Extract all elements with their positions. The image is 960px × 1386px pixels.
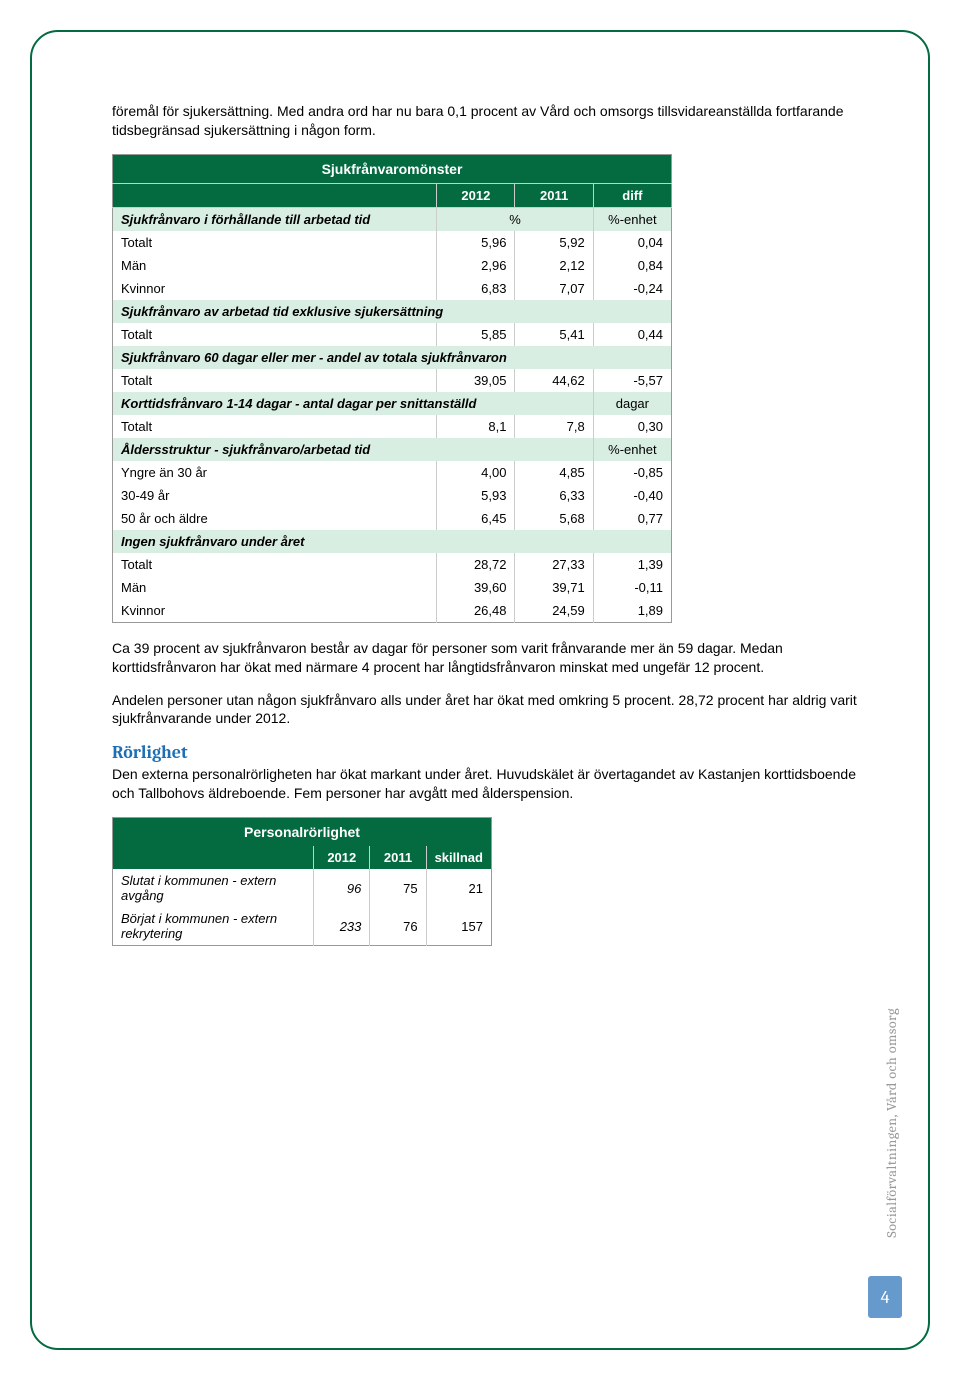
table2-col-2011: 2011 [370, 846, 426, 869]
cell: 2,12 [515, 254, 593, 277]
cell: 44,62 [515, 369, 593, 392]
cell: 7,8 [515, 415, 593, 438]
paragraph-2: Ca 39 procent av sjukfrånvaron består av… [112, 639, 858, 677]
cell: 0,30 [593, 415, 671, 438]
paragraph-4: Den externa personalrörligheten har ökat… [112, 765, 858, 803]
cell: 5,85 [437, 323, 515, 346]
cell: 5,41 [515, 323, 593, 346]
cell: 39,71 [515, 576, 593, 599]
cell: 0,77 [593, 507, 671, 530]
cell: 6,45 [437, 507, 515, 530]
row-label: Yngre än 30 år [113, 461, 437, 484]
unit-percent-enhet: %-enhet [593, 207, 671, 231]
cell: 5,93 [437, 484, 515, 507]
cell: -0,85 [593, 461, 671, 484]
cell: 0,04 [593, 231, 671, 254]
table-sjukfranvaromonster: Sjukfrånvaromönster 2012 2011 diff Sjukf… [112, 154, 672, 623]
page-number: 4 [868, 1276, 902, 1318]
row-label: Totalt [113, 415, 437, 438]
cell: 5,92 [515, 231, 593, 254]
row-label: 50 år och äldre [113, 507, 437, 530]
cell: 8,1 [437, 415, 515, 438]
cell: 7,07 [515, 277, 593, 300]
cell: -5,57 [593, 369, 671, 392]
cell: 96 [314, 869, 370, 907]
cell: 27,33 [515, 553, 593, 576]
row-label: Totalt [113, 231, 437, 254]
section-title-rorlighet: Rörlighet [112, 742, 858, 763]
table1-col-diff: diff [593, 183, 671, 207]
table1-blank [113, 183, 437, 207]
cell: 5,96 [437, 231, 515, 254]
cell: 0,44 [593, 323, 671, 346]
side-label: Socialförvaltningen, Vård och omsorg [883, 1008, 900, 1238]
unit-percent: % [437, 207, 594, 231]
cell: 76 [370, 907, 426, 946]
row-label: Totalt [113, 369, 437, 392]
section-label: Korttidsfrånvaro 1-14 dagar - antal daga… [113, 392, 594, 415]
cell: 233 [314, 907, 370, 946]
row-label: Kvinnor [113, 599, 437, 623]
table2-blank [113, 846, 314, 869]
row-label: Män [113, 576, 437, 599]
cell: 26,48 [437, 599, 515, 623]
table1-title: Sjukfrånvaromönster [113, 154, 672, 183]
intro-paragraph: föremål för sjukersättning. Med andra or… [112, 102, 858, 140]
cell: 5,68 [515, 507, 593, 530]
cell: 24,59 [515, 599, 593, 623]
cell: 4,00 [437, 461, 515, 484]
cell: 75 [370, 869, 426, 907]
cell: 2,96 [437, 254, 515, 277]
row-label: Slutat i kommunen - extern avgång [113, 869, 314, 907]
cell: 1,39 [593, 553, 671, 576]
cell: 157 [426, 907, 491, 946]
table1-col-2012: 2012 [437, 183, 515, 207]
cell: 39,60 [437, 576, 515, 599]
cell: 0,84 [593, 254, 671, 277]
row-label: Män [113, 254, 437, 277]
cell: 21 [426, 869, 491, 907]
cell: 4,85 [515, 461, 593, 484]
row-label: Totalt [113, 553, 437, 576]
cell: -0,24 [593, 277, 671, 300]
cell: 1,89 [593, 599, 671, 623]
unit-percent-enhet: %-enhet [593, 438, 671, 461]
document-page: föremål för sjukersättning. Med andra or… [30, 30, 930, 1350]
row-label: Totalt [113, 323, 437, 346]
cell: 6,33 [515, 484, 593, 507]
paragraph-3: Andelen personer utan någon sjukfrånvaro… [112, 691, 858, 729]
table2-title: Personalrörlighet [113, 818, 492, 847]
section-label: Sjukfrånvaro 60 dagar eller mer - andel … [113, 346, 672, 369]
cell: 6,83 [437, 277, 515, 300]
cell: -0,11 [593, 576, 671, 599]
table2-col-2012: 2012 [314, 846, 370, 869]
cell: 28,72 [437, 553, 515, 576]
cell: 39,05 [437, 369, 515, 392]
table-personalrorlighet: Personalrörlighet 2012 2011 skillnad Slu… [112, 817, 492, 946]
row-label: Kvinnor [113, 277, 437, 300]
table1-col-2011: 2011 [515, 183, 593, 207]
unit-dagar: dagar [593, 392, 671, 415]
row-label: Börjat i kommunen - extern rekrytering [113, 907, 314, 946]
section-label: Sjukfrånvaro av arbetad tid exklusive sj… [113, 300, 672, 323]
section-label: Åldersstruktur - sjukfrånvaro/arbetad ti… [113, 438, 594, 461]
cell: -0,40 [593, 484, 671, 507]
section-label: Ingen sjukfrånvaro under året [113, 530, 672, 553]
row-label: 30-49 år [113, 484, 437, 507]
table2-col-diff: skillnad [426, 846, 491, 869]
section-label: Sjukfrånvaro i förhållande till arbetad … [113, 207, 437, 231]
